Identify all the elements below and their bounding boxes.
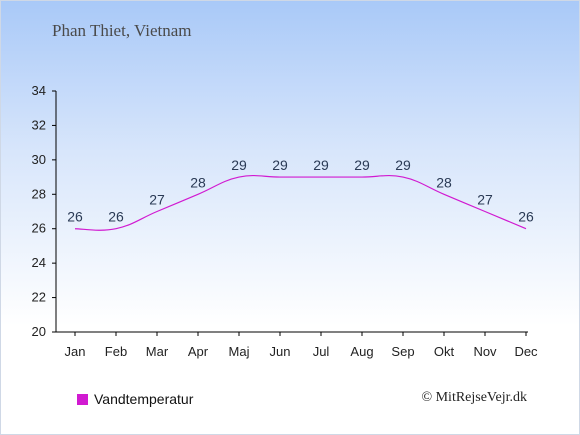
y-tick-label: 26: [32, 221, 46, 236]
series-line-vandtemperatur: [74, 174, 527, 231]
x-tick-label: Jan: [65, 344, 86, 359]
data-label: 29: [231, 157, 247, 173]
x-tick-label: Maj: [229, 344, 250, 359]
y-tick-label: 24: [32, 255, 46, 270]
data-label: 26: [108, 209, 124, 225]
y-tick-label: 28: [32, 186, 46, 201]
data-label: 28: [436, 174, 452, 190]
x-tick-label: Apr: [188, 344, 209, 359]
legend-label: Vandtemperatur: [94, 391, 194, 407]
data-label: 28: [190, 174, 206, 190]
data-label: 26: [518, 209, 534, 225]
x-tick-label: Okt: [434, 344, 455, 359]
data-label: 26: [67, 209, 83, 225]
chart-title: Phan Thiet, Vietnam: [52, 21, 192, 40]
data-label: 29: [272, 157, 288, 173]
y-tick-label: 30: [32, 152, 46, 167]
credit-text: © MitRejseVejr.dk: [421, 390, 527, 405]
x-tick-label: Feb: [105, 344, 127, 359]
data-label: 29: [395, 157, 411, 173]
data-label: 29: [313, 157, 329, 173]
data-label: 27: [477, 192, 493, 208]
y-tick-label: 20: [32, 324, 46, 339]
x-tick-label: Mar: [146, 344, 169, 359]
legend-swatch: [77, 393, 88, 405]
y-tick-label: 32: [32, 117, 46, 132]
x-tick-label: Sep: [391, 344, 414, 359]
data-label: 29: [354, 157, 370, 173]
legend: Vandtemperatur: [77, 391, 193, 407]
x-tick-label: Nov: [473, 344, 497, 359]
y-tick-label: 34: [32, 83, 46, 98]
x-tick-label: Jul: [313, 344, 330, 359]
x-tick-label: Aug: [350, 344, 373, 359]
data-label: 27: [149, 192, 165, 208]
x-tick-label: Jun: [270, 344, 291, 359]
y-tick-label: 22: [32, 290, 46, 305]
x-tick-label: Dec: [514, 344, 538, 359]
